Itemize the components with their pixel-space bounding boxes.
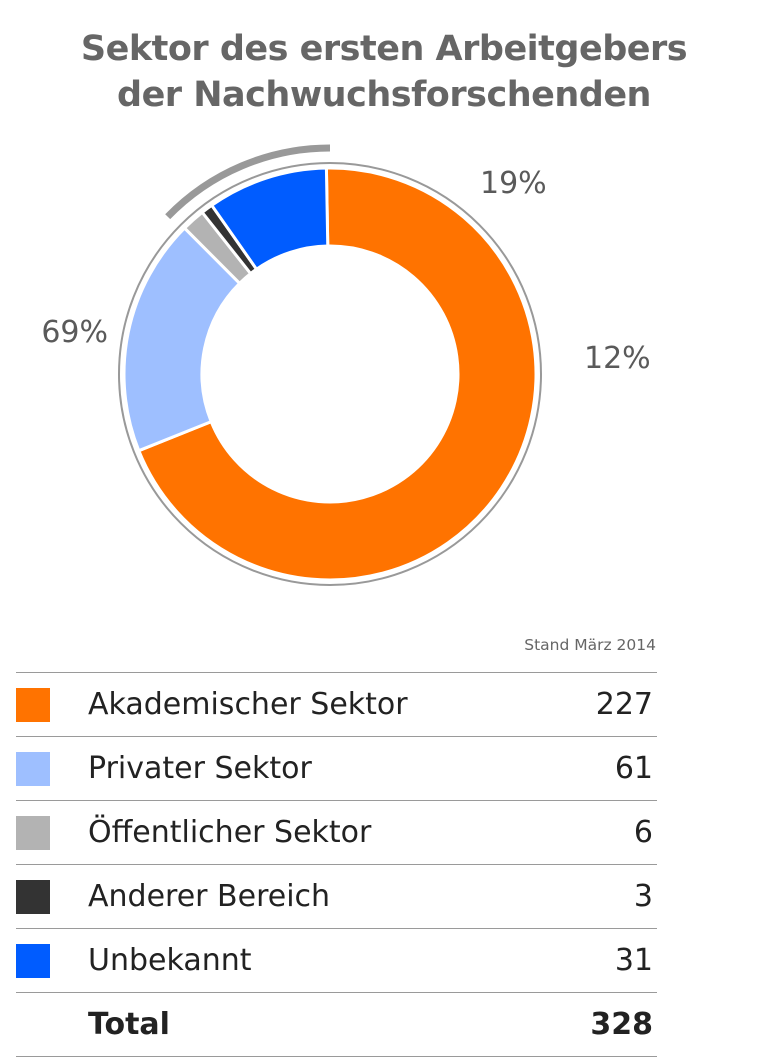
legend-label-privat: Privater Sektor: [88, 751, 312, 786]
legend-value-anderer: 3: [633, 879, 653, 914]
legend-label-anderer: Anderer Bereich: [88, 879, 331, 914]
legend-value-privat: 61: [614, 751, 653, 786]
total-value: 328: [590, 1007, 653, 1042]
chart-title: Sektor des ersten Arbeitgebers der Nachw…: [0, 26, 768, 118]
percent-label-rest: 12%: [584, 341, 651, 376]
group-bracket: [165, 144, 331, 220]
legend-value-oeffentlich: 6: [633, 815, 653, 850]
legend-label-akademisch: Akademischer Sektor: [88, 687, 408, 722]
chart-title-line-2: der Nachwuchsforschenden: [117, 75, 651, 115]
legend-value-akademisch: 227: [595, 687, 653, 722]
legend-row-total: Total 328: [16, 993, 657, 1057]
legend-swatch-privat: [16, 752, 50, 786]
legend-row-privat: Privater Sektor 61: [16, 737, 657, 801]
donut-outline: [118, 162, 542, 586]
legend-value-unbekannt: 31: [614, 943, 653, 978]
legend-swatch-oeffentlich: [16, 816, 50, 850]
slice-unbekannt: [209, 166, 330, 272]
data-date-note: Stand März 2014: [524, 636, 656, 654]
donut-slices: [122, 166, 538, 582]
legend-row-akademisch: Akademischer Sektor 227: [16, 673, 657, 737]
legend-label-unbekannt: Unbekannt: [88, 943, 252, 978]
donut-chart: 69% 19% 12%: [41, 144, 651, 586]
legend-swatch-akademisch: [16, 688, 50, 722]
percent-label-akademisch: 69%: [41, 315, 108, 350]
legend-swatch-anderer: [16, 880, 50, 914]
slice-akademisch: [136, 166, 538, 582]
legend-label-oeffentlich: Öffentlicher Sektor: [88, 815, 372, 850]
legend-row-unbekannt: Unbekannt 31: [16, 929, 657, 993]
slice-privat: [122, 225, 242, 453]
total-label: Total: [88, 1007, 170, 1042]
legend-table: Akademischer Sektor 227 Privater Sektor …: [16, 672, 657, 1057]
legend-swatch-unbekannt: [16, 944, 50, 978]
percent-label-privat: 19%: [480, 166, 547, 201]
legend-row-anderer: Anderer Bereich 3: [16, 865, 657, 929]
chart-title-line-1: Sektor des ersten Arbeitgebers: [80, 29, 688, 69]
legend-row-oeffentlich: Öffentlicher Sektor 6: [16, 801, 657, 865]
